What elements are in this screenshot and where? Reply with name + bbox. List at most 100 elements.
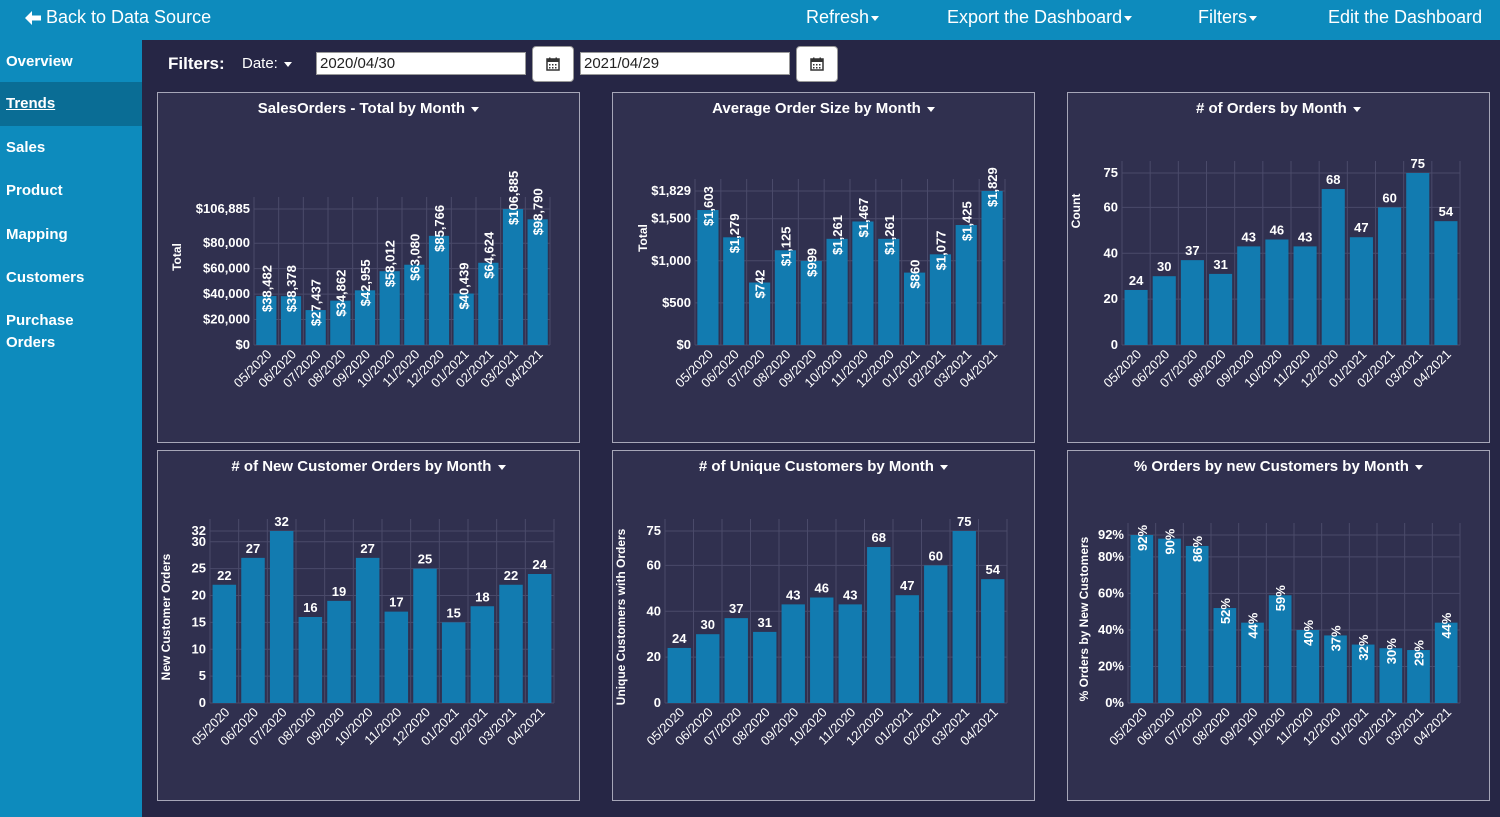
bar[interactable] (696, 634, 720, 703)
bar[interactable] (753, 631, 777, 703)
bar[interactable] (470, 606, 495, 703)
bar[interactable] (852, 221, 874, 345)
bar[interactable] (478, 262, 499, 345)
chart-title-dropdown[interactable]: Average Order Size by Month (613, 100, 1034, 117)
bar[interactable] (981, 579, 1005, 703)
sidebar-item-overview[interactable]: Overview (6, 53, 73, 70)
bar[interactable] (903, 272, 926, 345)
bar[interactable] (1268, 595, 1292, 703)
bar[interactable] (838, 604, 862, 703)
chart-title-dropdown[interactable]: # of New Customer Orders by Month (158, 458, 579, 475)
bar[interactable] (800, 260, 822, 345)
bar[interactable] (895, 595, 919, 703)
bar[interactable] (269, 531, 294, 703)
bar[interactable] (697, 210, 719, 345)
sidebar-item-purchase-orders[interactable]: Purchase Orders (6, 312, 74, 351)
bar[interactable] (1130, 535, 1154, 703)
bar[interactable] (810, 597, 834, 703)
chart-title-dropdown[interactable]: # of Orders by Month (1068, 100, 1489, 117)
bar[interactable] (781, 604, 805, 703)
start-date-input[interactable] (316, 52, 526, 75)
bar[interactable] (1434, 622, 1458, 703)
chart-title-dropdown[interactable]: % Orders by new Customers by Month (1068, 458, 1489, 475)
bar[interactable] (981, 191, 1003, 345)
bar[interactable] (298, 617, 323, 703)
export-dashboard-menu[interactable]: Export the Dashboard (947, 7, 1133, 28)
bar[interactable] (354, 290, 376, 345)
bar[interactable] (1265, 239, 1289, 345)
end-date-calendar-button[interactable] (796, 46, 838, 82)
edit-dashboard-link[interactable]: Edit the Dashboard (1328, 7, 1482, 28)
bar[interactable] (1321, 189, 1345, 345)
bar[interactable] (667, 647, 691, 703)
bar[interactable] (955, 225, 977, 345)
bar[interactable] (1379, 648, 1403, 703)
bar[interactable] (1152, 276, 1176, 345)
bar[interactable] (1434, 221, 1458, 345)
end-date-input[interactable] (580, 52, 790, 75)
start-date-calendar-button[interactable] (532, 46, 574, 82)
bar[interactable] (355, 557, 380, 703)
bar[interactable] (1293, 246, 1317, 345)
bar[interactable] (241, 557, 265, 703)
sidebar-item-trends[interactable]: Trends (0, 82, 142, 126)
sidebar-item-mapping[interactable]: Mapping (6, 226, 68, 243)
y-tick-label: 92% (1098, 527, 1124, 542)
bar[interactable] (924, 565, 948, 703)
bar[interactable] (499, 584, 523, 703)
bar[interactable] (502, 209, 524, 345)
bar[interactable] (1180, 260, 1204, 345)
refresh-menu[interactable]: Refresh (806, 7, 880, 28)
bar[interactable] (952, 531, 976, 703)
back-to-data-source-link[interactable]: Back to Data Source (24, 7, 211, 28)
bar[interactable] (428, 235, 450, 345)
bar[interactable] (867, 547, 891, 703)
y-axis-label: Unique Customers with Orders (614, 528, 628, 705)
bar[interactable] (453, 293, 474, 345)
bar[interactable] (1185, 545, 1209, 703)
bar[interactable] (527, 574, 552, 703)
sidebar-item-customers[interactable]: Customers (6, 269, 85, 286)
bar[interactable] (1158, 538, 1181, 703)
bar[interactable] (748, 282, 771, 345)
bar[interactable] (1407, 650, 1430, 703)
bar[interactable] (280, 296, 302, 345)
bar[interactable] (878, 238, 900, 345)
bar[interactable] (724, 618, 748, 703)
bar[interactable] (1349, 237, 1373, 345)
bar[interactable] (1124, 289, 1148, 345)
y-tick-label: 40% (1098, 622, 1124, 637)
y-tick-label: $106,885 (196, 201, 250, 216)
bar[interactable] (441, 622, 466, 703)
chart-title-dropdown[interactable]: SalesOrders - Total by Month (158, 100, 579, 117)
sidebar-item-product[interactable]: Product (6, 182, 63, 199)
sidebar-item-sales[interactable]: Sales (6, 139, 46, 156)
bar[interactable] (413, 568, 437, 703)
bar[interactable] (1213, 608, 1237, 703)
bar[interactable] (1241, 622, 1264, 703)
bar[interactable] (330, 300, 351, 345)
bar[interactable] (723, 237, 745, 345)
bar[interactable] (305, 310, 326, 345)
filters-menu[interactable]: Filters (1198, 7, 1257, 28)
bar[interactable] (826, 238, 848, 345)
bar[interactable] (1296, 629, 1320, 703)
date-filter-dropdown[interactable]: Date: (242, 55, 293, 72)
bar[interactable] (1324, 635, 1347, 703)
bar[interactable] (929, 254, 952, 345)
bar[interactable] (1209, 273, 1233, 345)
bar[interactable] (404, 264, 425, 345)
bar[interactable] (212, 584, 237, 703)
bar[interactable] (256, 296, 277, 345)
y-tick-label: 0 (1111, 337, 1118, 352)
chart-title-dropdown[interactable]: # of Unique Customers by Month (613, 458, 1034, 475)
bar[interactable] (384, 611, 409, 703)
bar[interactable] (1351, 644, 1375, 703)
bar[interactable] (1378, 207, 1402, 345)
bar[interactable] (1237, 246, 1261, 345)
bar[interactable] (379, 271, 400, 345)
bar[interactable] (1406, 173, 1430, 345)
bar[interactable] (527, 219, 548, 345)
bar[interactable] (774, 250, 797, 345)
bar[interactable] (327, 600, 351, 703)
